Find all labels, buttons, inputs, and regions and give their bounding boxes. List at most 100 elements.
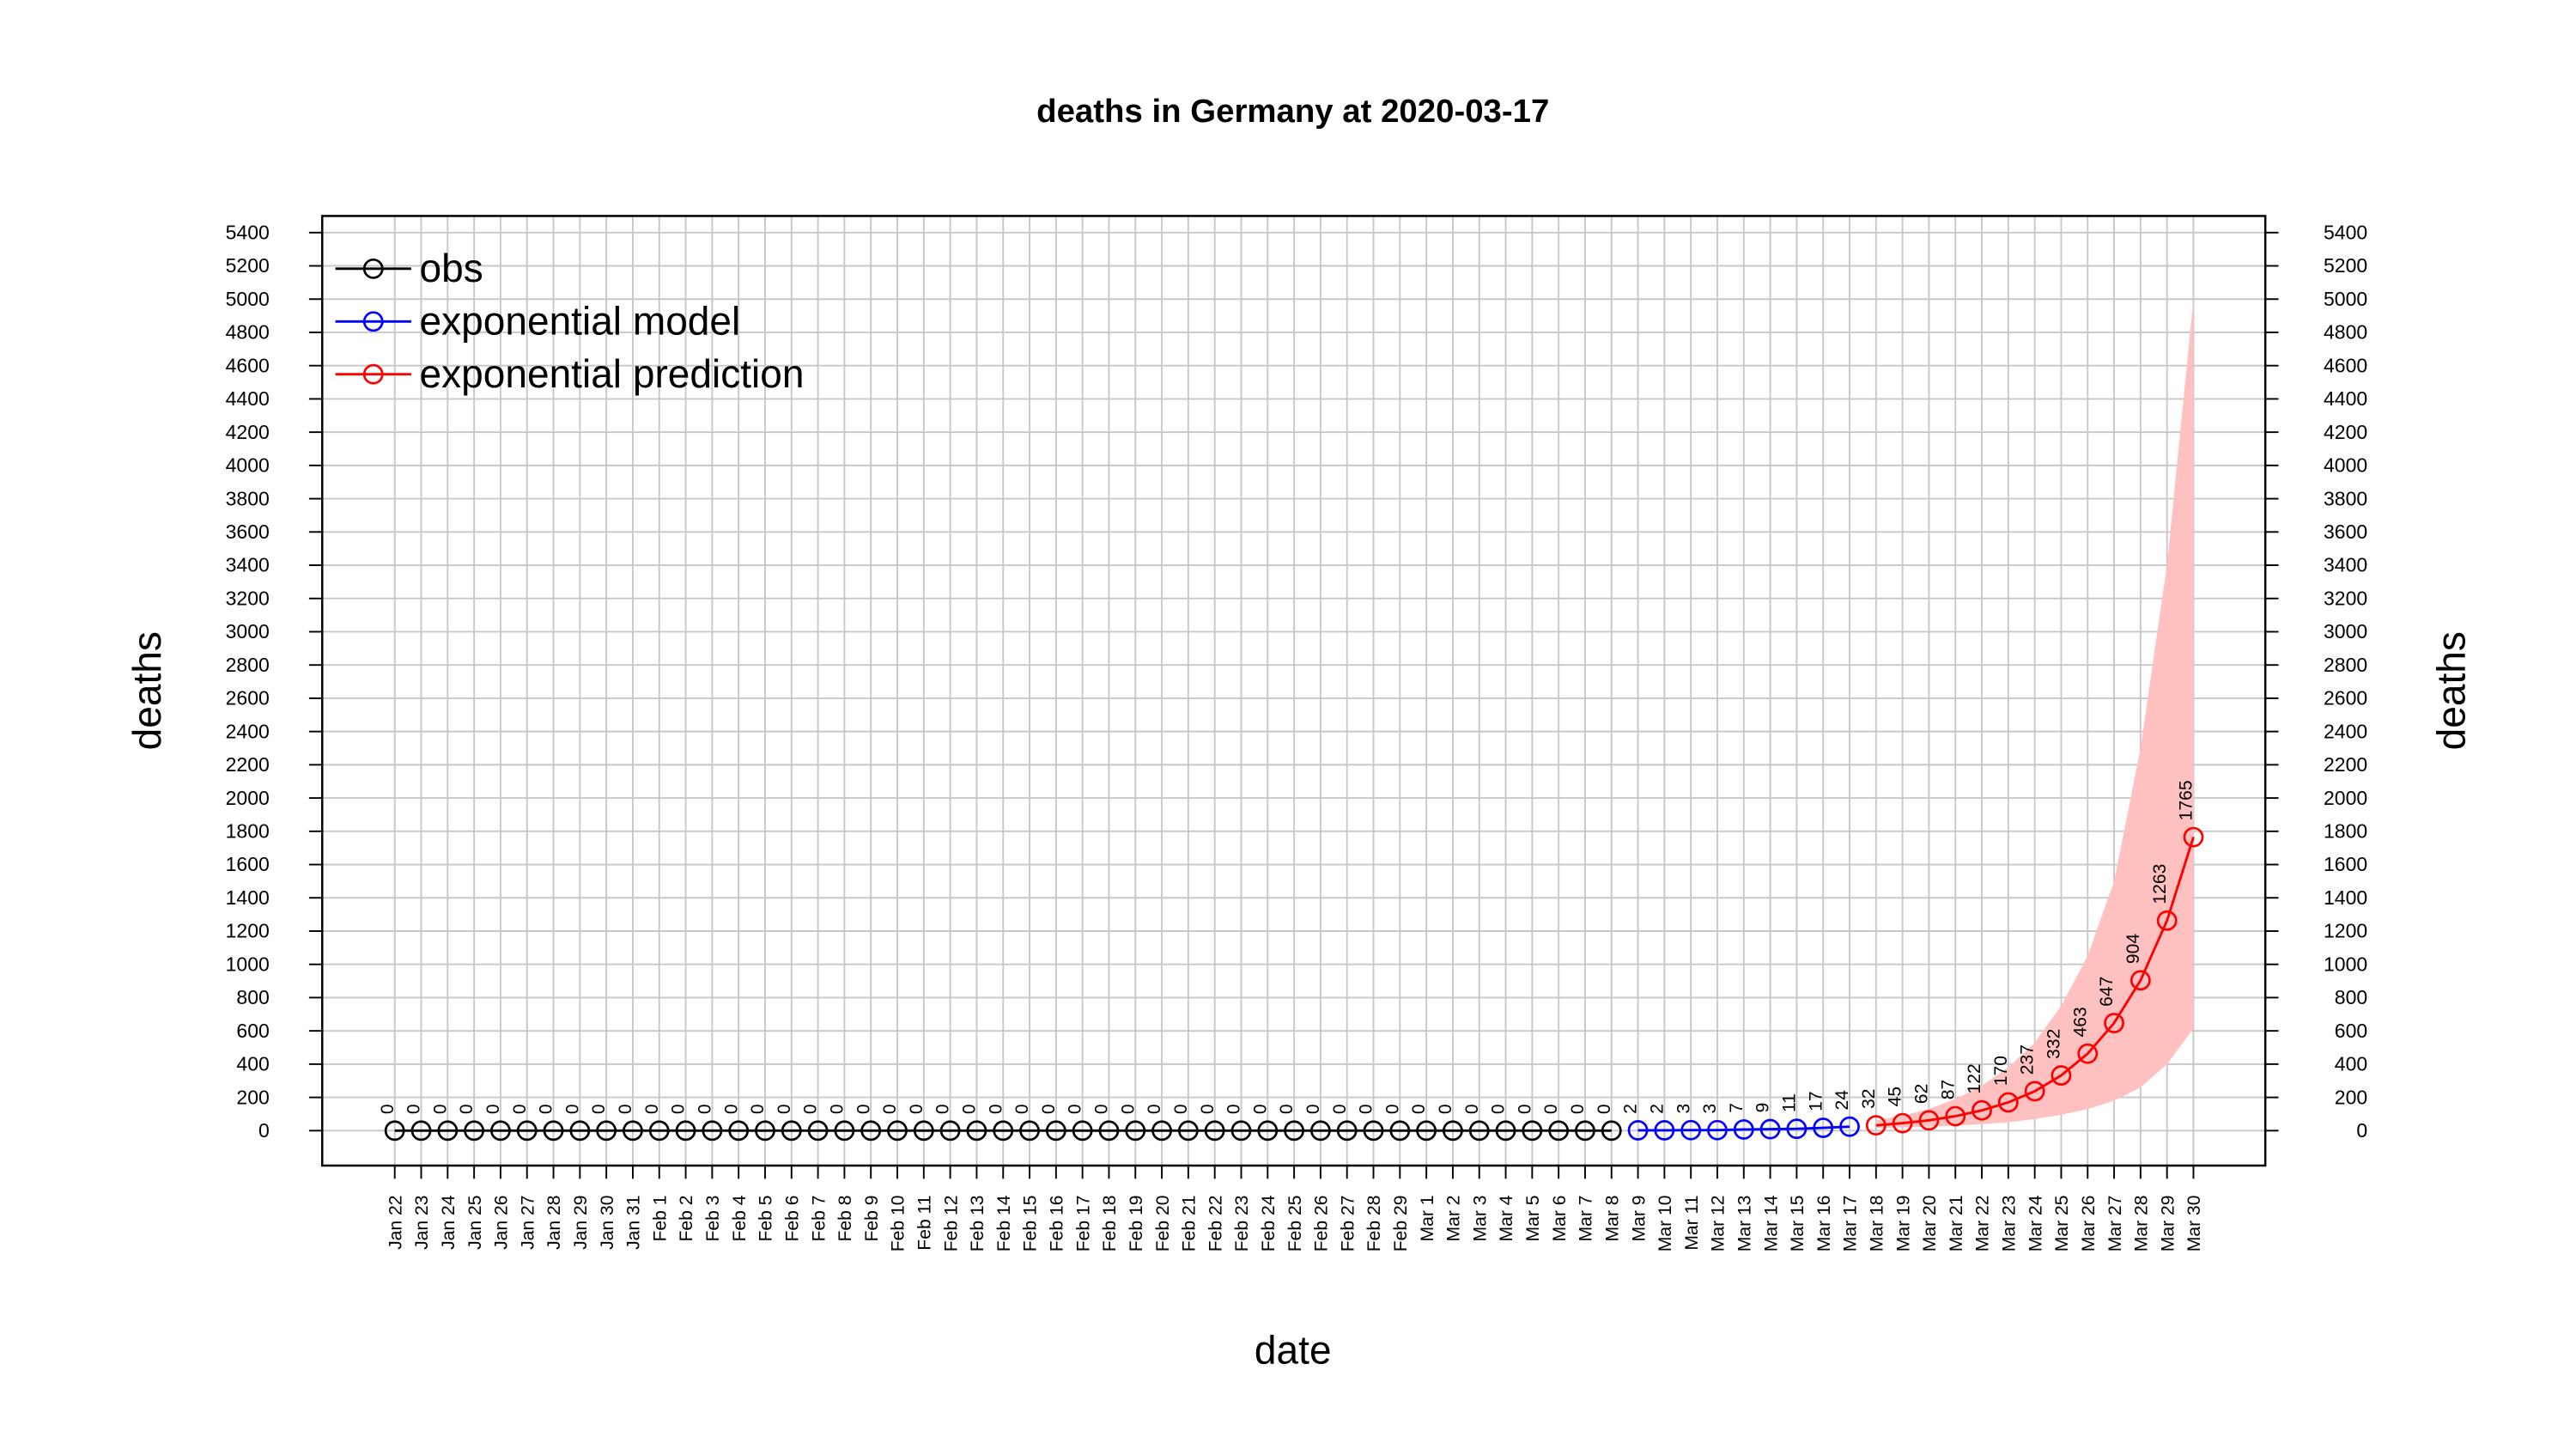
x-tick-label: Mar 29 bbox=[2158, 1196, 2178, 1252]
data-point bbox=[1997, 1092, 2019, 1113]
data-point bbox=[1495, 1120, 1516, 1142]
y-tick-label: 800 bbox=[236, 986, 269, 1008]
y2-tick-label: 800 bbox=[2335, 986, 2367, 1008]
data-point bbox=[1177, 1120, 1199, 1142]
y2-tick-label: 4600 bbox=[2324, 354, 2367, 376]
x-tick-label: Feb 25 bbox=[1285, 1196, 1305, 1252]
y2-tick-label: 600 bbox=[2335, 1020, 2367, 1042]
x-tick-label: Feb 19 bbox=[1127, 1196, 1146, 1252]
data-label: 0 bbox=[801, 1104, 821, 1114]
data-label: 0 bbox=[986, 1104, 1005, 1114]
data-point bbox=[410, 1120, 432, 1142]
data-label: 0 bbox=[854, 1104, 873, 1114]
x-tick-label: Feb 2 bbox=[677, 1196, 696, 1242]
y-tick-label: 200 bbox=[236, 1086, 269, 1108]
series-line bbox=[1875, 837, 2195, 1127]
data-point bbox=[2183, 826, 2204, 848]
y-tick-label: 4600 bbox=[226, 354, 270, 376]
data-label: 11 bbox=[1779, 1093, 1799, 1112]
y-tick-label: 1800 bbox=[226, 819, 270, 842]
data-label: 0 bbox=[1489, 1104, 1509, 1114]
data-label: 0 bbox=[775, 1104, 794, 1114]
data-label: 463 bbox=[2070, 1007, 2090, 1037]
data-point bbox=[569, 1120, 591, 1142]
data-label: 3 bbox=[1674, 1104, 1693, 1114]
x-tick-label: Feb 5 bbox=[756, 1196, 776, 1242]
data-point bbox=[2077, 1043, 2099, 1064]
data-point bbox=[1257, 1120, 1279, 1142]
x-tick-label: Jan 24 bbox=[439, 1195, 459, 1250]
data-point bbox=[702, 1120, 723, 1142]
data-point bbox=[1151, 1120, 1172, 1142]
y2-tick-label: 2800 bbox=[2324, 654, 2367, 676]
y-tick-label: 400 bbox=[236, 1053, 269, 1075]
data-point bbox=[596, 1120, 617, 1142]
data-point bbox=[1468, 1120, 1490, 1142]
x-tick-label: Mar 1 bbox=[1418, 1196, 1437, 1242]
y-tick-label: 3600 bbox=[226, 521, 270, 543]
data-point bbox=[1707, 1119, 1728, 1141]
x-tick-label: Feb 1 bbox=[650, 1196, 670, 1242]
data-point bbox=[781, 1120, 802, 1142]
x-tick-label: Mar 22 bbox=[1973, 1196, 1993, 1252]
data-point bbox=[384, 1120, 405, 1142]
y2-tick-label: 200 bbox=[2335, 1086, 2367, 1108]
x-tick-label: Jan 28 bbox=[544, 1196, 564, 1250]
y2-tick-label: 4400 bbox=[2324, 387, 2367, 410]
x-tick-label: Mar 23 bbox=[2000, 1196, 2020, 1252]
x-tick-label: Jan 27 bbox=[518, 1196, 538, 1250]
x-tick-label: Mar 5 bbox=[1523, 1196, 1543, 1242]
x-tick-label: Feb 16 bbox=[1048, 1196, 1067, 1252]
x-tick-label: Jan 30 bbox=[598, 1196, 617, 1250]
data-point bbox=[887, 1120, 908, 1142]
x-tick-label: Feb 7 bbox=[809, 1196, 829, 1242]
data-point bbox=[1072, 1120, 1093, 1142]
data-point bbox=[623, 1120, 643, 1142]
data-point bbox=[1204, 1120, 1225, 1142]
y2-tick-label: 4800 bbox=[2324, 321, 2367, 344]
data-point bbox=[1336, 1120, 1358, 1142]
y2-tick-label: 5000 bbox=[2324, 288, 2367, 310]
y2-tick-label: 1000 bbox=[2324, 953, 2367, 975]
y2-tick-label: 2200 bbox=[2324, 753, 2367, 776]
y-tick-label: 3200 bbox=[226, 587, 270, 609]
data-point bbox=[993, 1120, 1014, 1142]
data-label: 0 bbox=[1250, 1104, 1270, 1114]
data-label: 17 bbox=[1806, 1091, 1826, 1111]
x-tick-label: Jan 31 bbox=[624, 1196, 644, 1250]
x-tick-label: Mar 8 bbox=[1602, 1196, 1622, 1242]
y2-tick-label: 400 bbox=[2335, 1053, 2367, 1075]
data-point bbox=[1522, 1120, 1543, 1142]
data-label: 0 bbox=[1436, 1104, 1455, 1114]
x-tick-label: Mar 18 bbox=[1868, 1196, 1887, 1252]
data-point bbox=[648, 1120, 670, 1142]
y-tick-label: 4200 bbox=[226, 421, 270, 443]
data-label: 62 bbox=[1912, 1084, 1932, 1104]
x-tick-label: Feb 10 bbox=[889, 1196, 908, 1252]
data-point bbox=[490, 1120, 511, 1142]
data-point bbox=[1945, 1105, 1966, 1127]
data-point bbox=[1363, 1120, 1384, 1142]
y-tick-label: 2800 bbox=[226, 654, 270, 676]
x-tick-label: Mar 30 bbox=[2184, 1196, 2204, 1252]
data-label: 2 bbox=[1621, 1104, 1641, 1114]
x-tick-label: Jan 23 bbox=[412, 1196, 432, 1250]
data-label: 1765 bbox=[2177, 780, 2196, 820]
data-label: 0 bbox=[1568, 1104, 1588, 1114]
x-tick-label: Mar 25 bbox=[2052, 1196, 2072, 1252]
data-label: 0 bbox=[1198, 1104, 1218, 1114]
y2-tick-label: 3000 bbox=[2324, 620, 2367, 642]
data-label: 0 bbox=[510, 1104, 530, 1114]
data-point bbox=[1786, 1118, 1807, 1140]
data-point bbox=[1839, 1116, 1860, 1137]
data-label: 0 bbox=[1357, 1104, 1376, 1114]
y2-tick-label: 2600 bbox=[2324, 687, 2367, 709]
x-tick-label: Jan 22 bbox=[386, 1196, 405, 1250]
y-tick-label: 2600 bbox=[226, 687, 270, 709]
data-point bbox=[1310, 1120, 1331, 1142]
data-label: 170 bbox=[1991, 1056, 2011, 1086]
data-point bbox=[1865, 1115, 1886, 1136]
data-label: 0 bbox=[616, 1104, 635, 1114]
x-tick-label: Mar 4 bbox=[1497, 1195, 1516, 1241]
